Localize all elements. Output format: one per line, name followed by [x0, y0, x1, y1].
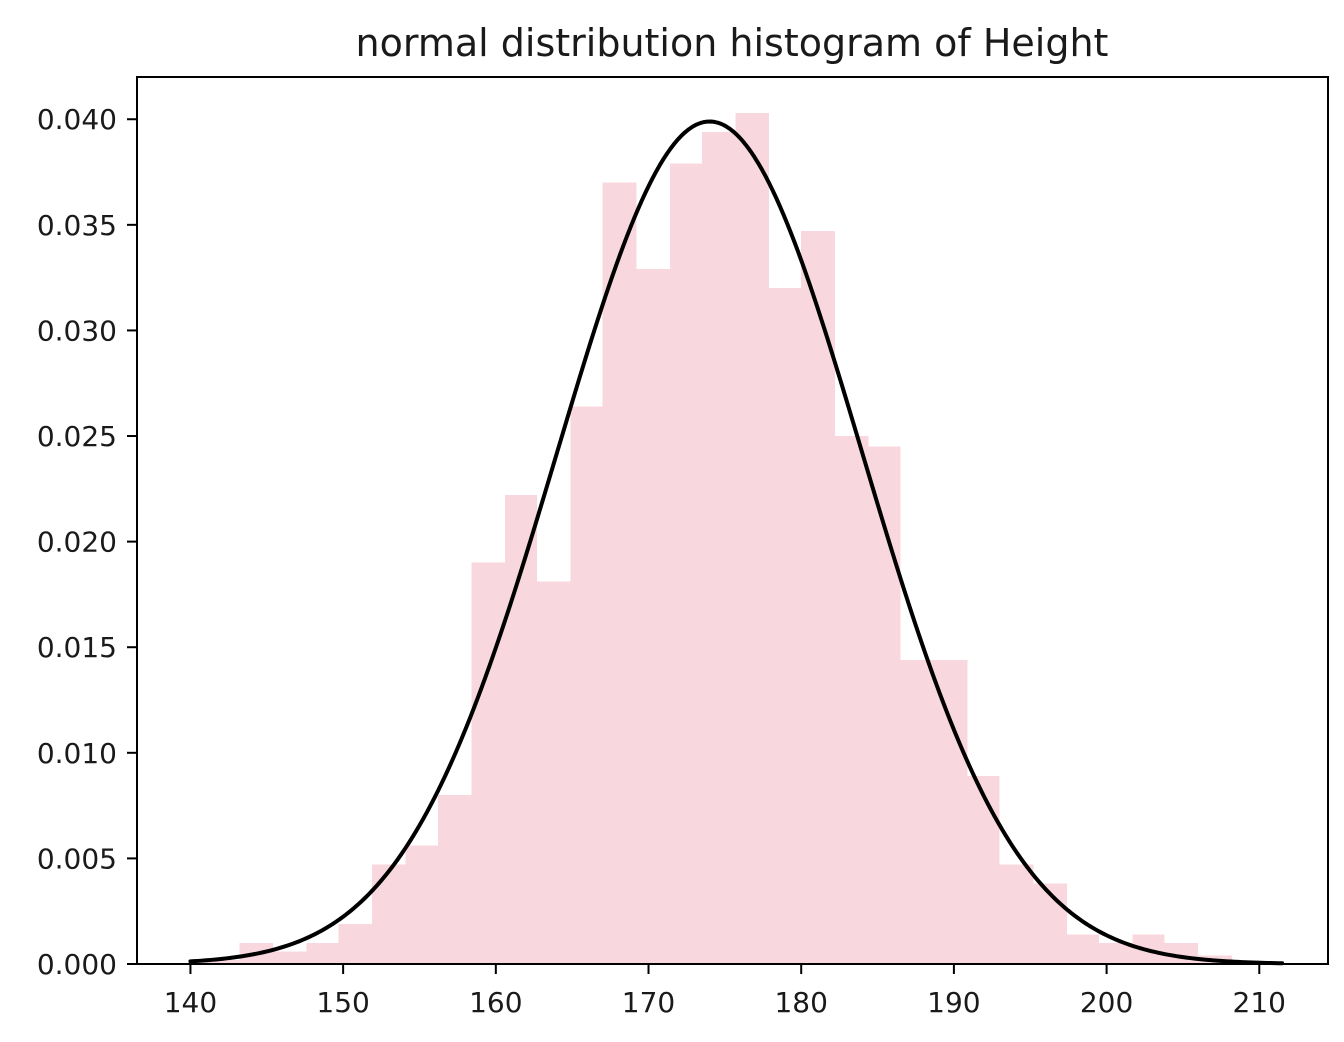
x-tick-label-4: 180: [774, 986, 827, 1019]
histogram-bar-5: [372, 864, 406, 964]
density-curve-layer: [188, 119, 1285, 966]
x-tick-label-5: 190: [927, 986, 980, 1019]
y-axis: 0.000 0.005 0.010 0.015 0.020 0.025 0.030 0.035…: [37, 103, 137, 981]
histogram-bar-21: [900, 659, 935, 964]
histogram-bar-10: [537, 581, 571, 964]
histogram-bar-2: [272, 951, 307, 964]
histogram-bar-18: [801, 231, 835, 964]
histogram-bar-27: [1098, 942, 1133, 964]
chart-title: normal distribution histogram of Height: [356, 21, 1109, 65]
x-tick-label-6: 200: [1080, 986, 1133, 1019]
y-tick-label-8: 0.040: [37, 103, 117, 136]
histogram-bar-24: [999, 864, 1034, 964]
histogram-bar-22: [934, 659, 968, 964]
histogram-bar-13: [636, 269, 670, 964]
histogram-bar-15: [701, 131, 736, 964]
histogram-bar-14: [669, 163, 702, 965]
histogram-bar-12: [602, 182, 637, 965]
histogram-bar-0: [190, 959, 240, 964]
y-tick-label-3: 0.015: [37, 631, 117, 664]
plot-frame: [136, 76, 1329, 965]
x-tick-label-0: 140: [164, 986, 217, 1019]
histogram-bar-16: [735, 112, 770, 964]
x-tick-label-2: 160: [469, 986, 522, 1019]
histogram-bar-7: [437, 795, 472, 964]
y-tick-label-0: 0.000: [37, 948, 117, 981]
y-tick-label-1: 0.005: [37, 842, 117, 875]
x-tick-label-1: 150: [316, 986, 369, 1019]
histogram-bar-17: [769, 288, 802, 964]
x-axis: 140 150 160 170 180 190 200 210: [164, 964, 1286, 1019]
y-tick-label-2: 0.010: [37, 737, 117, 770]
histogram-bar-6: [405, 845, 438, 964]
histogram-bar-19: [834, 436, 869, 964]
x-tick-label-7: 210: [1233, 986, 1286, 1019]
histogram-bar-25: [1033, 883, 1067, 964]
histogram-bar-11: [570, 406, 603, 964]
y-tick-label-4: 0.020: [37, 526, 117, 559]
histogram-bar-23: [967, 776, 1000, 964]
histogram-bars: [190, 112, 1264, 965]
normal-density-curve: [188, 119, 1285, 966]
x-tick-label-3: 170: [622, 986, 675, 1019]
y-tick-label-7: 0.035: [37, 209, 117, 242]
histogram-bar-26: [1066, 934, 1099, 964]
y-tick-label-6: 0.030: [37, 314, 117, 347]
y-tick-label-5: 0.025: [37, 420, 117, 453]
histogram-bar-4: [338, 923, 373, 964]
histogram-bar-3: [306, 942, 339, 964]
histogram-bar-8: [471, 562, 505, 964]
